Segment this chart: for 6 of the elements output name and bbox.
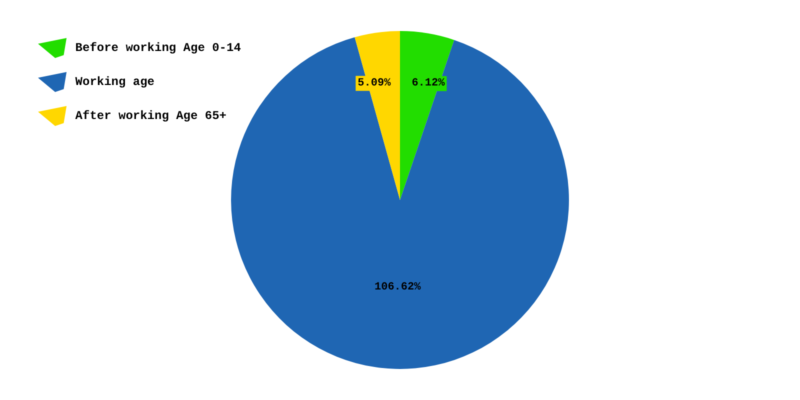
legend-label: Working age: [75, 75, 155, 89]
legend-label: Before working Age 0-14: [75, 41, 241, 55]
data-label: 5.09%: [358, 77, 392, 90]
data-label: 6.12%: [412, 78, 446, 90]
legend-label: After working Age 65+: [75, 109, 227, 123]
data-label: 106.62%: [374, 281, 422, 294]
